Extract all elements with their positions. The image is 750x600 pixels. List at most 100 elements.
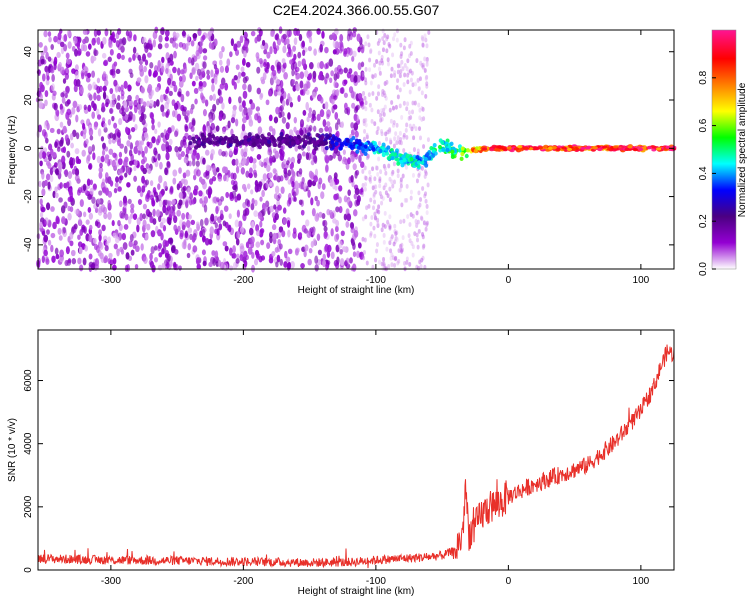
spectrogram-cell (349, 257, 353, 264)
spectrogram-cell (57, 227, 62, 235)
spectrogram-cell (288, 197, 292, 205)
spectrogram-cell (262, 61, 267, 68)
spectrogram-cell (388, 107, 392, 113)
spectrogram-cell (100, 155, 105, 163)
spectrogram-cell (204, 149, 210, 156)
spectrogram-cell (39, 81, 44, 90)
spectrogram-cell (269, 46, 273, 55)
spectrogram-cell (195, 49, 200, 57)
spectrogram-cell (361, 169, 365, 174)
spectrogram-cell (405, 197, 409, 203)
spectrogram-cell (283, 167, 288, 175)
spectrogram-cell (378, 148, 383, 154)
spectrogram-cell (296, 134, 301, 140)
spectrogram-cell (180, 150, 185, 158)
spectrogram-cell (204, 99, 209, 107)
spectrogram-cell (382, 112, 386, 117)
spectrogram-cell (270, 29, 275, 37)
spectrogram-cell (308, 125, 313, 132)
spectrogram-cell (171, 199, 176, 205)
spectrogram-cell (315, 133, 320, 138)
spectrogram-cell (159, 94, 164, 103)
spectrogram-cell (255, 139, 260, 145)
spectrogram-cell (77, 234, 81, 240)
spectrogram-cell (258, 58, 263, 65)
spectrogram-cell (420, 62, 424, 68)
spectrogram-cell (54, 192, 59, 199)
spectrogram-cell (89, 135, 94, 141)
spectrogram-cell (182, 172, 187, 179)
spectrogram-cell (398, 73, 402, 79)
spectrogram-cell (65, 85, 70, 93)
spectrogram-cell (357, 242, 362, 249)
spectrogram-cell (222, 220, 227, 227)
spectrogram-cell (85, 155, 90, 164)
spectrogram-cell (242, 157, 247, 165)
spectrogram-cell (350, 238, 354, 244)
spectrogram-cell (277, 239, 282, 246)
spectrogram-cell (279, 175, 284, 182)
spectrogram-cell (50, 67, 55, 74)
spectrogram-cell (363, 129, 367, 134)
spectrogram-cell (85, 219, 90, 225)
spectrogram-cell (382, 239, 386, 245)
spectrogram-cell (91, 196, 96, 204)
spectrogram-cell (400, 249, 404, 254)
spectrogram-cell (94, 220, 99, 227)
spectrogram-cell (178, 167, 182, 174)
spectrogram-cell (201, 34, 206, 41)
spectrogram-cell (224, 65, 229, 74)
spectrogram-cell (272, 142, 277, 147)
spectrogram-cell (196, 169, 201, 177)
spectrogram-cell (101, 117, 106, 124)
spectrogram-cell (376, 109, 380, 115)
spectrogram-cell (111, 100, 116, 108)
spectrogram-cell (74, 209, 79, 215)
spectrogram-cell (307, 258, 312, 266)
spectrogram-cell (161, 111, 166, 117)
spectrogram-cell (103, 122, 107, 129)
spectrogram-cell (381, 142, 386, 147)
spectrogram-cell (181, 212, 186, 220)
spectrogram-cell (283, 158, 287, 165)
spectrogram-cell (405, 135, 409, 140)
spectrogram-cell (289, 163, 294, 170)
spectrogram-cell (181, 221, 187, 229)
spectrogram-cell (255, 224, 260, 232)
spectrogram-cell (378, 60, 382, 66)
spectrogram-cell (405, 106, 409, 112)
spectrogram-cell (54, 186, 58, 193)
spectrogram-cell (421, 255, 425, 261)
spectrogram-cell (64, 134, 69, 143)
spectrogram-cell (378, 113, 382, 118)
spectrogram-cell (408, 123, 412, 129)
spectrogram-cell (393, 32, 397, 38)
spectrogram-cell (393, 262, 397, 268)
spectrogram-cell (69, 240, 74, 247)
spectrogram-cell (459, 156, 464, 162)
spectrogram-cell (402, 134, 406, 140)
spectrogram-cell (157, 153, 161, 161)
spectrogram-cell (160, 65, 165, 73)
spectrogram-cell (63, 43, 68, 52)
spectrogram-cell (191, 152, 197, 161)
spectrogram-cell (333, 136, 338, 141)
spectrogram-cell (206, 74, 211, 80)
spectrogram-cell (413, 100, 417, 106)
spectrogram-cell (421, 42, 425, 48)
spectrogram-cell (399, 247, 403, 253)
spectrogram-cell (245, 61, 251, 68)
spectrogram-cell (94, 263, 100, 270)
spectrogram-cell (255, 106, 261, 112)
spectrogram-cell (328, 126, 333, 134)
spectrogram-cell (247, 84, 252, 93)
spectrogram-cell (179, 232, 184, 240)
spectrogram-cell (40, 145, 44, 153)
spectrogram-cell (339, 41, 344, 48)
spectrogram-cell (424, 171, 428, 176)
spectrogram-cell (350, 227, 356, 234)
spectrogram-cell (400, 115, 404, 120)
spectrogram-cell (43, 30, 48, 38)
spectrogram-cell (187, 243, 192, 251)
spectrogram-cell (100, 256, 105, 263)
